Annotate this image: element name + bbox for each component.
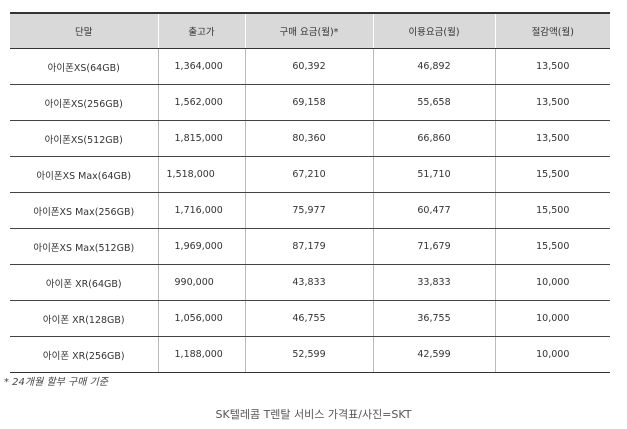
purchase-fee-cell: 75,977 (244, 192, 373, 229)
price-cell: 1,188,000 (157, 336, 245, 373)
purchase-fee-cell: 80,360 (244, 120, 373, 157)
usage-fee-cell: 36,755 (372, 300, 495, 337)
usage-fee-cell: 60,477 (372, 192, 495, 229)
price-table: 단말 출고가 구매 요금(월)* 이용요금(월) 절감액(월) 아이폰XS(64… (10, 12, 610, 373)
purchase-fee-cell: 87,179 (244, 228, 373, 265)
usage-fee-cell: 51,710 (372, 156, 495, 193)
usage-fee-cell: 71,679 (372, 228, 495, 265)
table-row: 아이폰XS Max(256GB) 1,716,000 75,977 60,477… (10, 192, 610, 229)
savings-cell: 10,000 (494, 300, 610, 337)
savings-cell: 15,500 (494, 156, 610, 193)
table-row: 아이폰XS Max(64GB) 1,518,000 67,210 51,710 … (10, 156, 610, 193)
savings-cell: 15,500 (494, 192, 610, 229)
header-purchase-fee: 구매 요금(월)* (244, 12, 373, 49)
footnote: * 24개월 할부 구매 기준 (4, 377, 109, 388)
savings-cell: 13,500 (494, 84, 610, 121)
price-cell: 1,364,000 (157, 48, 245, 85)
savings-cell: 15,500 (494, 228, 610, 265)
usage-fee-cell: 33,833 (372, 264, 495, 301)
purchase-fee-cell: 67,210 (244, 156, 373, 193)
device-cell: 아이폰 XR(64GB) (10, 264, 158, 301)
device-cell: 아이폰XS Max(64GB) (10, 156, 158, 193)
price-cell: 1,815,000 (157, 120, 245, 157)
table-row: 아이폰 XR(64GB) 990,000 43,833 33,833 10,00… (10, 264, 610, 301)
purchase-fee-cell: 52,599 (244, 336, 373, 373)
savings-cell: 13,500 (494, 120, 610, 157)
usage-fee-cell: 55,658 (372, 84, 495, 121)
savings-cell: 13,500 (494, 48, 610, 85)
device-cell: 아이폰XS(64GB) (10, 48, 158, 85)
header-savings: 절감액(월) (494, 12, 610, 49)
usage-fee-cell: 42,599 (372, 336, 495, 373)
purchase-fee-cell: 60,392 (244, 48, 373, 85)
price-cell: 1,716,000 (157, 192, 245, 229)
device-cell: 아이폰 XR(128GB) (10, 300, 158, 337)
purchase-fee-cell: 69,158 (244, 84, 373, 121)
purchase-fee-cell: 43,833 (244, 264, 373, 301)
price-cell: 1,518,000 (157, 156, 245, 193)
device-cell: 아이폰XS(256GB) (10, 84, 158, 121)
device-cell: 아이폰XS(512GB) (10, 120, 158, 157)
table-row: 아이폰XS(512GB) 1,815,000 80,360 66,860 13,… (10, 120, 610, 157)
table-row: 아이폰 XR(128GB) 1,056,000 46,755 36,755 10… (10, 300, 610, 337)
header-usage-fee: 이용요금(월) (372, 12, 495, 49)
usage-fee-cell: 46,892 (372, 48, 495, 85)
savings-cell: 10,000 (494, 264, 610, 301)
table-row: 아이폰 XR(256GB) 1,188,000 52,599 42,599 10… (10, 336, 610, 373)
purchase-fee-cell: 46,755 (244, 300, 373, 337)
table-row: 아이폰XS Max(512GB) 1,969,000 87,179 71,679… (10, 228, 610, 265)
price-cell: 1,056,000 (157, 300, 245, 337)
device-cell: 아이폰XS Max(512GB) (10, 228, 158, 265)
header-device: 단말 (10, 12, 158, 49)
device-cell: 아이폰XS Max(256GB) (10, 192, 158, 229)
price-cell: 1,969,000 (157, 228, 245, 265)
price-cell: 990,000 (157, 264, 245, 301)
usage-fee-cell: 66,860 (372, 120, 495, 157)
table-row: 아이폰XS(64GB) 1,364,000 60,392 46,892 13,5… (10, 48, 610, 85)
savings-cell: 10,000 (494, 336, 610, 373)
header-row: 단말 출고가 구매 요금(월)* 이용요금(월) 절감액(월) (10, 12, 610, 49)
image-caption: SK텔레콤 T렌탈 서비스 가격표/사진=SKT (215, 408, 412, 421)
table-row: 아이폰XS(256GB) 1,562,000 69,158 55,658 13,… (10, 84, 610, 121)
price-cell: 1,562,000 (157, 84, 245, 121)
header-price: 출고가 (157, 12, 245, 49)
device-cell: 아이폰 XR(256GB) (10, 336, 158, 373)
